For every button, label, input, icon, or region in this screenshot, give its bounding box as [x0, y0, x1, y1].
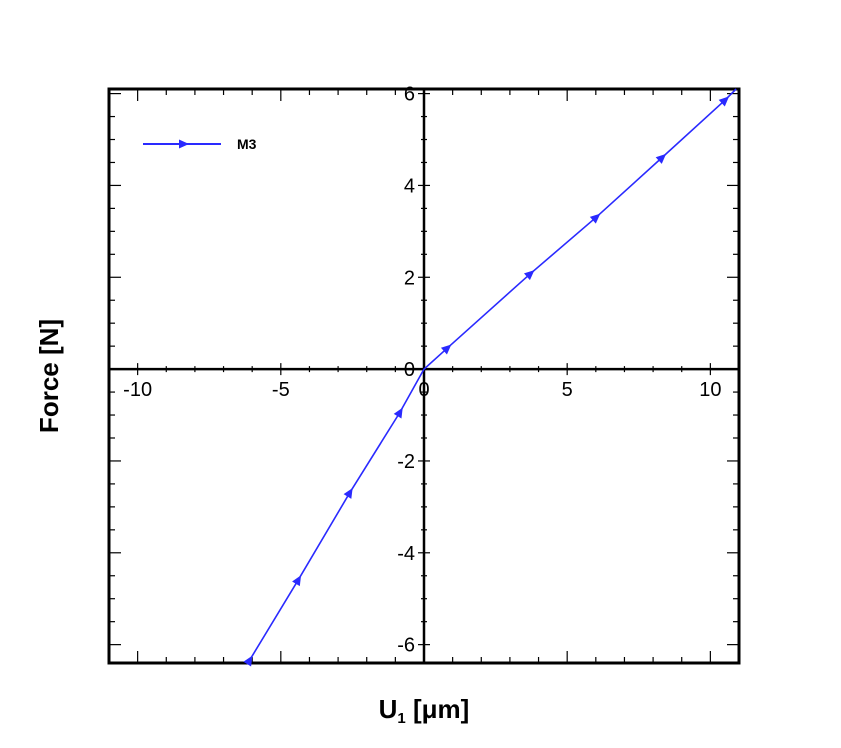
x-tick-label: -5: [272, 379, 290, 401]
x-tick-label: 0: [418, 379, 429, 401]
x-axis-title-subscript: 1: [397, 710, 405, 727]
y-axis-title: Force [N]: [34, 319, 64, 433]
data-point-marker: [243, 655, 253, 667]
y-tick-label: -2: [397, 451, 415, 473]
x-axis-title-main: U: [379, 694, 398, 724]
data-point-marker: [440, 344, 452, 355]
x-tick-label: 5: [562, 379, 573, 401]
origin-tick-label: 0: [404, 359, 415, 381]
x-tick-label: 10: [699, 379, 721, 401]
x-axis-title: U1 [μm]: [379, 694, 470, 727]
y-tick-label: 6: [404, 84, 415, 106]
x-axis-title-unit: [μm]: [406, 694, 470, 724]
data-point-marker: [589, 213, 601, 224]
y-tick-label: -4: [397, 543, 415, 565]
y-tick-label: 2: [404, 267, 415, 289]
y-tick-label: -6: [397, 635, 415, 657]
data-point-marker: [292, 575, 302, 587]
data-point-marker: [718, 96, 730, 107]
legend-marker: [179, 139, 189, 149]
x-tick-label: -10: [123, 379, 152, 401]
data-point-marker: [343, 487, 353, 499]
data-point-marker: [655, 153, 667, 164]
legend-label: M3: [237, 136, 257, 152]
data-point-marker: [523, 270, 535, 281]
y-tick-label: 4: [404, 175, 415, 197]
data-point-marker: [393, 407, 403, 419]
series-line-m3: [248, 88, 737, 662]
